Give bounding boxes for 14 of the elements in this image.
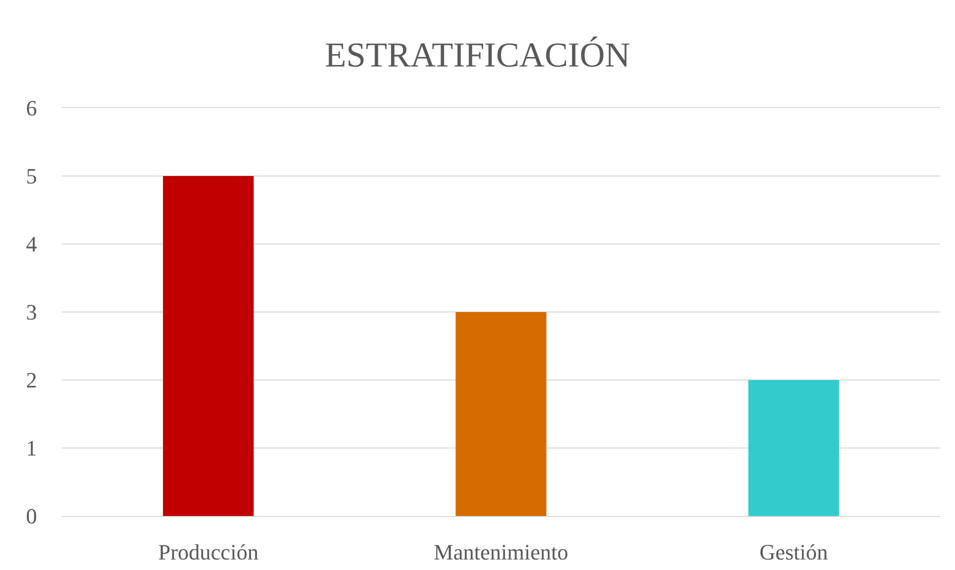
bar <box>748 380 840 516</box>
bar <box>162 176 254 516</box>
x-tick-label: Gestión <box>759 540 828 565</box>
x-tick-label: Mantenimiento <box>434 540 568 565</box>
chart-title: ESTRATIFICACIÓN <box>324 35 630 74</box>
y-tick-label: 6 <box>26 96 37 121</box>
y-tick-label: 4 <box>26 232 37 257</box>
y-tick-label: 1 <box>26 436 37 461</box>
y-tick-label: 5 <box>26 164 37 189</box>
y-tick-label: 2 <box>26 368 37 393</box>
y-tick-label: 3 <box>26 300 37 325</box>
y-tick-label: 0 <box>26 504 37 529</box>
x-tick-label: Producción <box>158 540 258 565</box>
bar <box>456 312 546 516</box>
